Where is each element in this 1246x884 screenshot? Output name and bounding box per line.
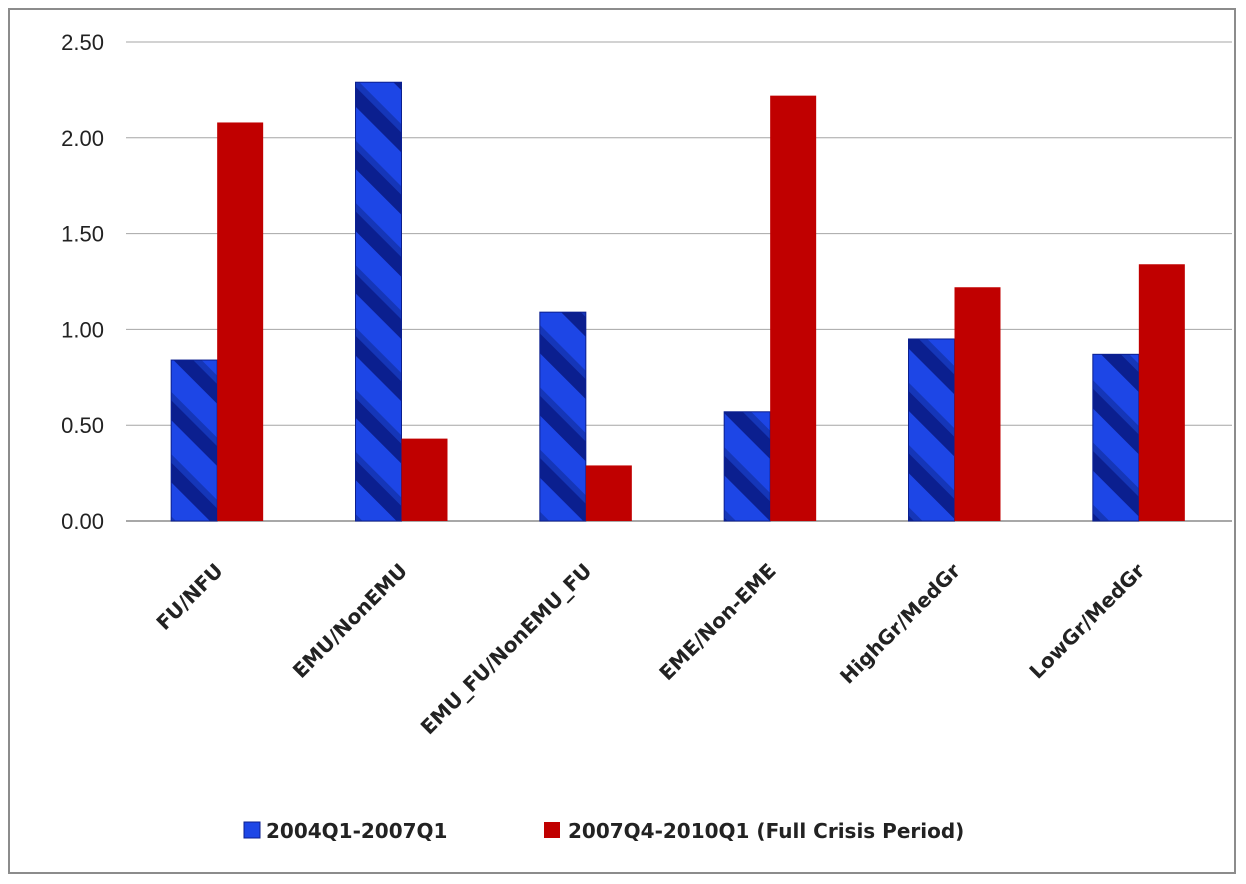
x-category-label: LowGr/MedGr [1024, 558, 1149, 683]
bar-series2 [1138, 264, 1185, 521]
bars [170, 81, 1185, 522]
bar-series1 [170, 359, 218, 522]
bar-series2 [401, 438, 448, 521]
x-category-label: FU/NFU [151, 559, 227, 635]
bar-series1 [539, 311, 587, 522]
bar-series1 [908, 338, 955, 522]
legend: 2004Q1-2007Q1 2007Q4-2010Q1 (Full Crisis … [243, 819, 964, 843]
bar-series2 [217, 122, 264, 522]
bar-series2 [954, 287, 1001, 521]
bar-series1 [723, 411, 771, 522]
bar-series2 [770, 95, 817, 521]
y-axis-ticks: 0.00 0.50 1.00 1.50 2.00 2.50 [61, 30, 104, 534]
y-tick-label: 1.00 [61, 317, 104, 342]
x-axis-labels: FU/NFU EMU/NonEMU EMU_FU/NonEMU_FU EME/Non-… [151, 558, 1149, 739]
legend-swatch-series2 [544, 822, 560, 838]
x-category-label: EMU_FU/NonEMU_FU [416, 559, 597, 740]
legend-swatch-series1 [243, 821, 261, 839]
legend-label-series1: 2004Q1-2007Q1 [266, 819, 447, 843]
y-tick-label: 2.50 [61, 30, 104, 55]
x-category-label: HighGr/MedGr [835, 558, 965, 688]
legend-label-series2: 2007Q4-2010Q1 (Full Crisis Period) [568, 819, 964, 843]
x-category-label: EMU/NonEMU [288, 559, 412, 683]
bar-series2 [585, 465, 632, 521]
y-tick-label: 1.50 [61, 222, 104, 247]
y-tick-label: 2.00 [61, 126, 104, 151]
y-tick-label: 0.00 [61, 509, 104, 534]
x-category-label: EME/Non-EME [654, 559, 780, 685]
y-tick-label: 0.50 [61, 413, 104, 438]
grid-lines [126, 41, 1232, 522]
bar-series1 [1092, 353, 1140, 522]
bar-series1 [355, 81, 402, 522]
